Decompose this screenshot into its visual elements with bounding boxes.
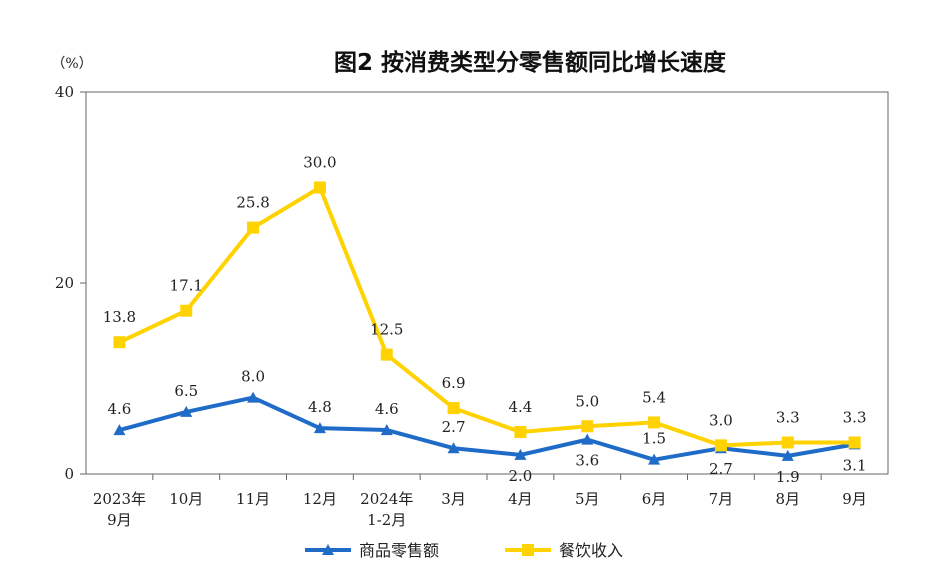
series-1-point	[313, 422, 326, 434]
legend: 商品零售额 餐饮收入	[305, 541, 623, 560]
food-data-label: 17.1	[170, 277, 203, 295]
y-tick-label: 20	[55, 274, 74, 292]
food-data-label: 3.3	[843, 408, 867, 426]
x-tick-label: 2024年 1-2月	[360, 490, 413, 529]
legend-label: 餐饮收入	[559, 541, 623, 560]
food-data-label: 3.3	[776, 408, 800, 426]
series-2-point	[447, 402, 460, 415]
y-axis: 0 20 40	[55, 83, 86, 483]
retail-data-label: 4.8	[308, 398, 332, 416]
x-tick-label: 10月	[169, 490, 203, 508]
retail-data-label: 1.5	[642, 430, 666, 448]
retail-data-label: 4.6	[107, 400, 131, 418]
retail-data-label: 2.7	[709, 460, 733, 478]
series-2-point	[648, 416, 661, 429]
retail-data-label: 6.5	[174, 382, 198, 400]
data-labels: 13.8 17.1 25.8 30.0 12.5 6.9 4.4 5.0 5.4 3.0 3.3 3.…	[103, 154, 867, 486]
x-tick-label: 4月	[508, 490, 533, 508]
series-2-point	[313, 181, 326, 194]
legend-marker	[322, 544, 334, 555]
series-1-point	[180, 405, 193, 417]
y-axis-unit: （%）	[51, 56, 92, 72]
series-2-point	[848, 436, 861, 449]
series-2-point	[380, 348, 393, 361]
x-tick-label: 9月	[842, 490, 867, 508]
food-data-label: 12.5	[370, 321, 403, 339]
series-1-point	[781, 449, 794, 461]
x-tick-label: 12月	[303, 490, 337, 508]
series-2-point	[113, 336, 126, 349]
x-tick-label: 11月	[236, 490, 270, 508]
retail-data-label: 3.1	[843, 456, 867, 474]
x-tick-label: 2023年 9月	[93, 490, 146, 529]
retail-data-label: 8.0	[241, 368, 265, 386]
food-data-label: 13.8	[103, 308, 136, 326]
x-axis: 2023年 9月 10月 11月 12月 2024年 1-2月 3月 4月 5月 6月 7月 8月 9月	[93, 474, 867, 529]
series-2-point	[180, 304, 193, 317]
x-tick-label: 6月	[642, 490, 667, 508]
series-1-point	[247, 391, 260, 403]
series-2-point	[247, 221, 260, 234]
retail-data-label: 4.6	[375, 400, 399, 418]
retail-data-label: 2.7	[442, 418, 466, 436]
series-1-point	[447, 442, 460, 454]
food-data-label: 25.8	[236, 194, 269, 212]
series-1-point	[514, 448, 527, 460]
x-tick-label: 3月	[441, 490, 466, 508]
series-line-1	[118, 395, 855, 462]
food-data-label: 5.0	[575, 392, 599, 410]
series-1-point	[380, 424, 393, 436]
series-2-point	[514, 425, 527, 438]
y-tick-label: 40	[55, 83, 74, 101]
series-1-point	[648, 453, 661, 465]
x-tick-label: 8月	[775, 490, 800, 508]
series-2-point	[581, 420, 594, 433]
food-data-label: 4.4	[508, 398, 532, 416]
series-2-point	[781, 436, 794, 449]
y-tick-label: 0	[64, 465, 74, 483]
chart-title: 图2 按消费类型分零售额同比增长速度	[334, 49, 727, 76]
x-tick-label: 5月	[575, 490, 600, 508]
food-data-label: 30.0	[303, 154, 336, 172]
series-1-point	[113, 424, 126, 436]
legend-label: 商品零售额	[359, 541, 439, 560]
series-2-point	[714, 439, 727, 452]
retail-data-label: 1.9	[776, 468, 800, 486]
legend-marker	[522, 544, 534, 556]
food-data-label: 6.9	[442, 374, 466, 392]
retail-data-label: 2.0	[508, 467, 532, 485]
retail-data-label: 3.6	[575, 452, 599, 470]
food-data-label: 5.4	[642, 388, 666, 406]
x-tick-label: 7月	[709, 490, 734, 508]
series-layer	[113, 181, 861, 465]
series-line-2	[118, 185, 855, 448]
series-1-point	[581, 433, 594, 445]
food-data-label: 3.0	[709, 411, 733, 429]
